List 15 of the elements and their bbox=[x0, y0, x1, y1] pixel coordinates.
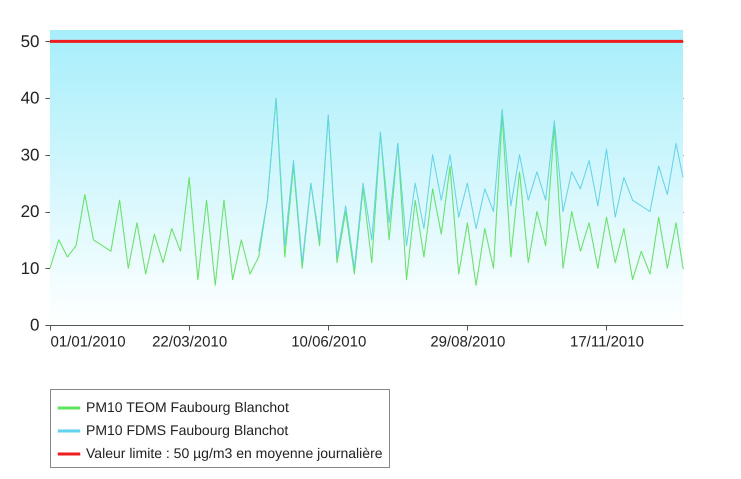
x-tick-label: 22/03/2010 bbox=[152, 334, 228, 350]
y-tick-label: 0 bbox=[30, 316, 40, 334]
legend-label: Valeur limite : 50 µg/m3 en moyenne journalière bbox=[86, 445, 383, 461]
x-tick-label: 29/08/2010 bbox=[430, 334, 506, 350]
line-series bbox=[258, 98, 684, 269]
legend-label: PM10 FDMS Faubourg Blanchot bbox=[86, 422, 288, 438]
x-tick-label: 10/06/2010 bbox=[291, 334, 366, 350]
x-tick-label: 01/01/2010 bbox=[50, 334, 126, 350]
y-tick-label: 20 bbox=[20, 202, 40, 222]
legend-label: PM10 TEOM Faubourg Blanchot bbox=[86, 399, 289, 415]
y-tick-label: 30 bbox=[20, 145, 40, 164]
y-tick-label: 10 bbox=[20, 258, 40, 278]
y-tick-label: 50 bbox=[20, 32, 40, 51]
y-tick-label: 40 bbox=[20, 88, 40, 108]
x-tick-label: 17/11/2010 bbox=[570, 334, 644, 350]
